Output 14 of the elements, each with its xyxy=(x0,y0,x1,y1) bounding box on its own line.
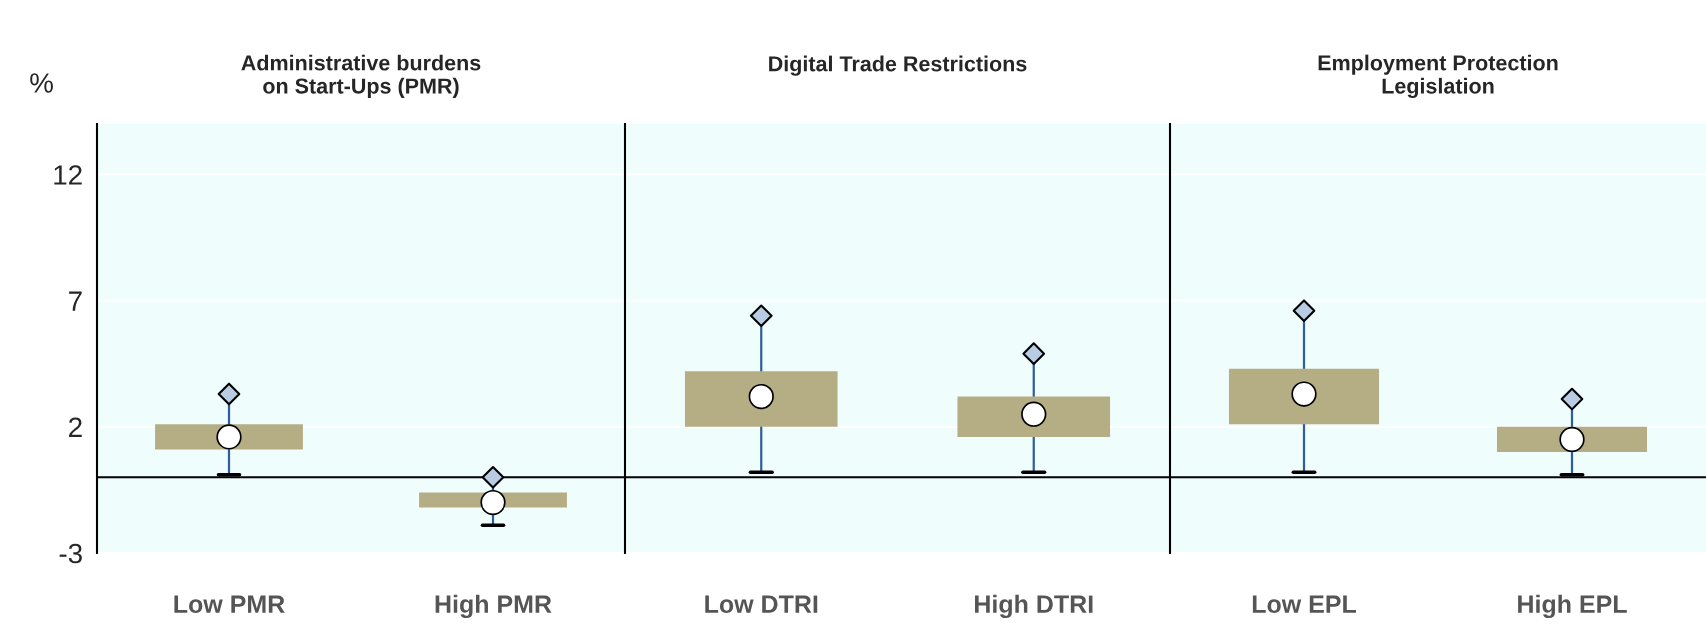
y-tick-label: 12 xyxy=(54,165,82,185)
y-tick-label: 2 xyxy=(69,417,82,437)
x-tick-label: Low DTRI xyxy=(705,595,818,614)
y-tick-label: 7 xyxy=(69,291,82,311)
x-tick-label: High PMR xyxy=(435,594,552,619)
x-tick-label: Low PMR xyxy=(174,595,285,614)
y-axis-title: % xyxy=(30,73,53,93)
x-tick-label: High EPL xyxy=(1518,594,1627,619)
x-tick-label: Low EPL xyxy=(1252,595,1357,614)
chart-title: Administrative burdens on Start-Ups (PMR) xyxy=(241,54,481,98)
x-tick-label: High DTRI xyxy=(975,594,1093,619)
y-tick-label: -3 xyxy=(59,543,82,564)
chart-title: Employment Protection Legislation xyxy=(1318,54,1558,99)
chart-title: Digital Trade Restrictions xyxy=(769,55,1027,76)
